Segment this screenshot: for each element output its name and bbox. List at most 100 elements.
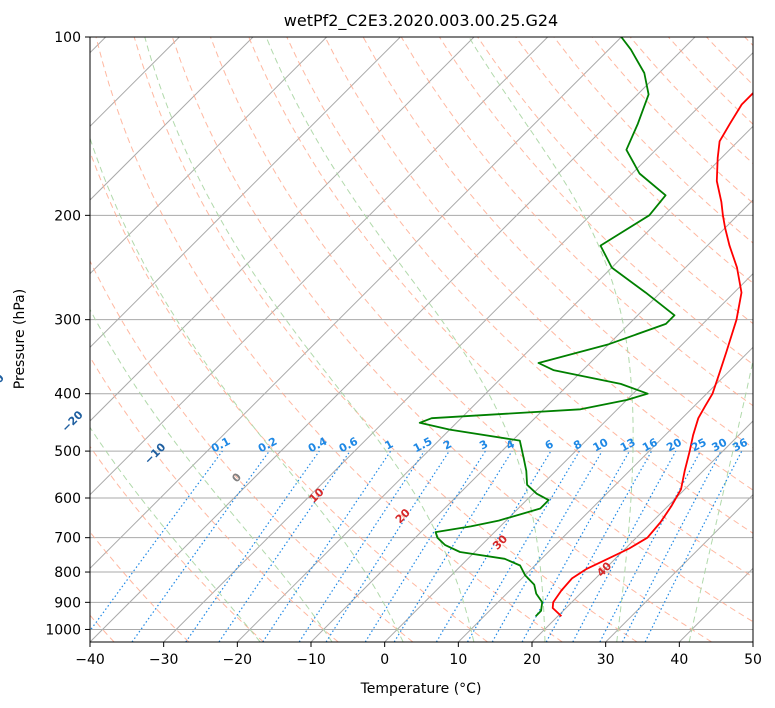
dry-adiabat-line (90, 150, 488, 642)
isotherm-line (163, 51, 753, 642)
dry-adiabat-line (90, 259, 414, 642)
x-tick-label: 10 (449, 652, 467, 668)
y-tick-label: 100 (54, 30, 81, 46)
moist-adiabat-line (144, 37, 475, 642)
dry-adiabat-line (324, 37, 753, 491)
moist-adiabat-line (688, 358, 753, 642)
mixing-ratio-line (545, 450, 653, 642)
x-tick-label: −30 (149, 652, 179, 668)
dry-adiabat-line (90, 531, 190, 642)
isotherm-grid (90, 37, 753, 642)
mixing-ratio-label: 2 (441, 437, 454, 452)
x-tick-label: 50 (744, 652, 762, 668)
dry-adiabat-label: −30 (0, 371, 7, 398)
x-tick-label: −10 (296, 652, 326, 668)
mixing-ratio-label: 0.1 (209, 435, 232, 456)
sounding-series (418, 37, 753, 617)
mixing-ratio-label: 1.5 (411, 435, 434, 456)
mixing-ratio-line (599, 450, 702, 642)
plot-frame (89, 36, 754, 643)
isotherm-line (531, 420, 753, 642)
y-tick-label: 500 (54, 444, 81, 460)
mixing-ratio-lines (90, 450, 743, 642)
mixing-ratio-line (185, 450, 320, 642)
moist-adiabat-line (468, 37, 634, 642)
dry-adiabat-line (553, 37, 753, 244)
mixing-ratio-line (90, 450, 223, 632)
temperature-profile (551, 91, 753, 617)
y-tick-label: 400 (54, 387, 81, 403)
y-tick-label: 300 (54, 313, 81, 329)
dewpoint-profile (418, 37, 676, 617)
dry-adiabat-label: −20 (59, 408, 86, 435)
moist-adiabats (90, 37, 753, 642)
dry-adiabats (90, 37, 753, 642)
moist-adiabat-line (90, 308, 333, 642)
dry-adiabat-label: −10 (142, 440, 169, 467)
isotherm-line (90, 37, 622, 570)
dry-adiabat-line (210, 37, 753, 623)
mixing-ratio-line (393, 450, 513, 642)
isotherm-line (90, 37, 328, 275)
mixing-ratio-line (364, 450, 486, 642)
dry-adiabat-line (515, 37, 753, 284)
plot-lines (90, 37, 753, 642)
mixing-ratio-line (131, 450, 270, 642)
dry-adiabat-line (90, 445, 264, 642)
isotherm-line (90, 37, 549, 496)
moist-adiabat-line (90, 136, 404, 642)
y-tick-label: 700 (54, 531, 81, 547)
mixing-ratio-label: 36 (730, 436, 750, 455)
dry-adiabat-line (248, 37, 753, 578)
mixing-ratio-line (644, 450, 743, 642)
dry-adiabat-line (744, 37, 753, 47)
x-tick-label: −20 (223, 652, 253, 668)
isotherm-line (90, 37, 475, 422)
mixing-ratio-label: 6 (543, 437, 556, 452)
chart-title: wetPf2_C2E3.2020.003.00.25.G24 (284, 11, 558, 31)
y-tick-label: 800 (54, 565, 81, 581)
isotherm-line (310, 199, 753, 642)
dry-adiabat-line (133, 37, 638, 642)
y-tick-label: 200 (54, 208, 81, 224)
y-tick-label: 600 (54, 491, 81, 507)
isotherm-line (90, 37, 696, 642)
isotherm-line (752, 641, 753, 642)
x-tick-label: 30 (597, 652, 615, 668)
mixing-ratio-line (262, 450, 392, 642)
dry-adiabat-line (95, 37, 563, 642)
isotherm-line (384, 272, 753, 642)
mixing-ratio-line (325, 450, 450, 642)
dry-adiabat-label: 30 (490, 532, 510, 552)
dry-adiabat-line (706, 37, 753, 86)
x-axis-ticks: −40 −30 −20 −10 0 10 20 30 40 50 (75, 642, 762, 668)
y-axis-ticks: 100 200 300 400 500 600 700 800 900 1000 (45, 30, 90, 638)
isotherm-line (605, 493, 753, 642)
isotherm-line (90, 37, 401, 349)
mixing-ratio-label: 30 (710, 436, 730, 455)
x-axis-label: Temperature (°C) (360, 681, 482, 697)
mixing-ratio-label: 0.4 (306, 435, 330, 456)
mixing-ratio-label: 16 (640, 436, 660, 455)
mixing-ratio-label: 25 (689, 436, 709, 455)
dry-adiabat-line (286, 37, 753, 534)
mixing-ratio-label: 0.6 (337, 435, 361, 456)
mixing-ratio-label: 10 (591, 436, 611, 455)
x-tick-label: 20 (523, 652, 541, 668)
y-tick-label: 900 (54, 595, 81, 611)
moist-adiabat-line (90, 426, 261, 642)
mixing-ratio-line (521, 450, 631, 642)
mixing-ratio-line (218, 450, 351, 642)
y-axis-label: Pressure (hPa) (12, 289, 28, 389)
dry-adiabat-line (171, 37, 712, 642)
mixing-ratio-label: 13 (618, 436, 638, 455)
moist-adiabat-line (265, 37, 546, 642)
y-tick-label: 1000 (45, 622, 81, 638)
x-tick-label: 40 (670, 652, 688, 668)
isotherm-line (236, 125, 753, 642)
mixing-ratio-label: 3 (477, 437, 490, 452)
x-tick-label: −40 (75, 652, 105, 668)
isotherm-line (457, 346, 753, 642)
x-tick-label: 0 (380, 652, 389, 668)
